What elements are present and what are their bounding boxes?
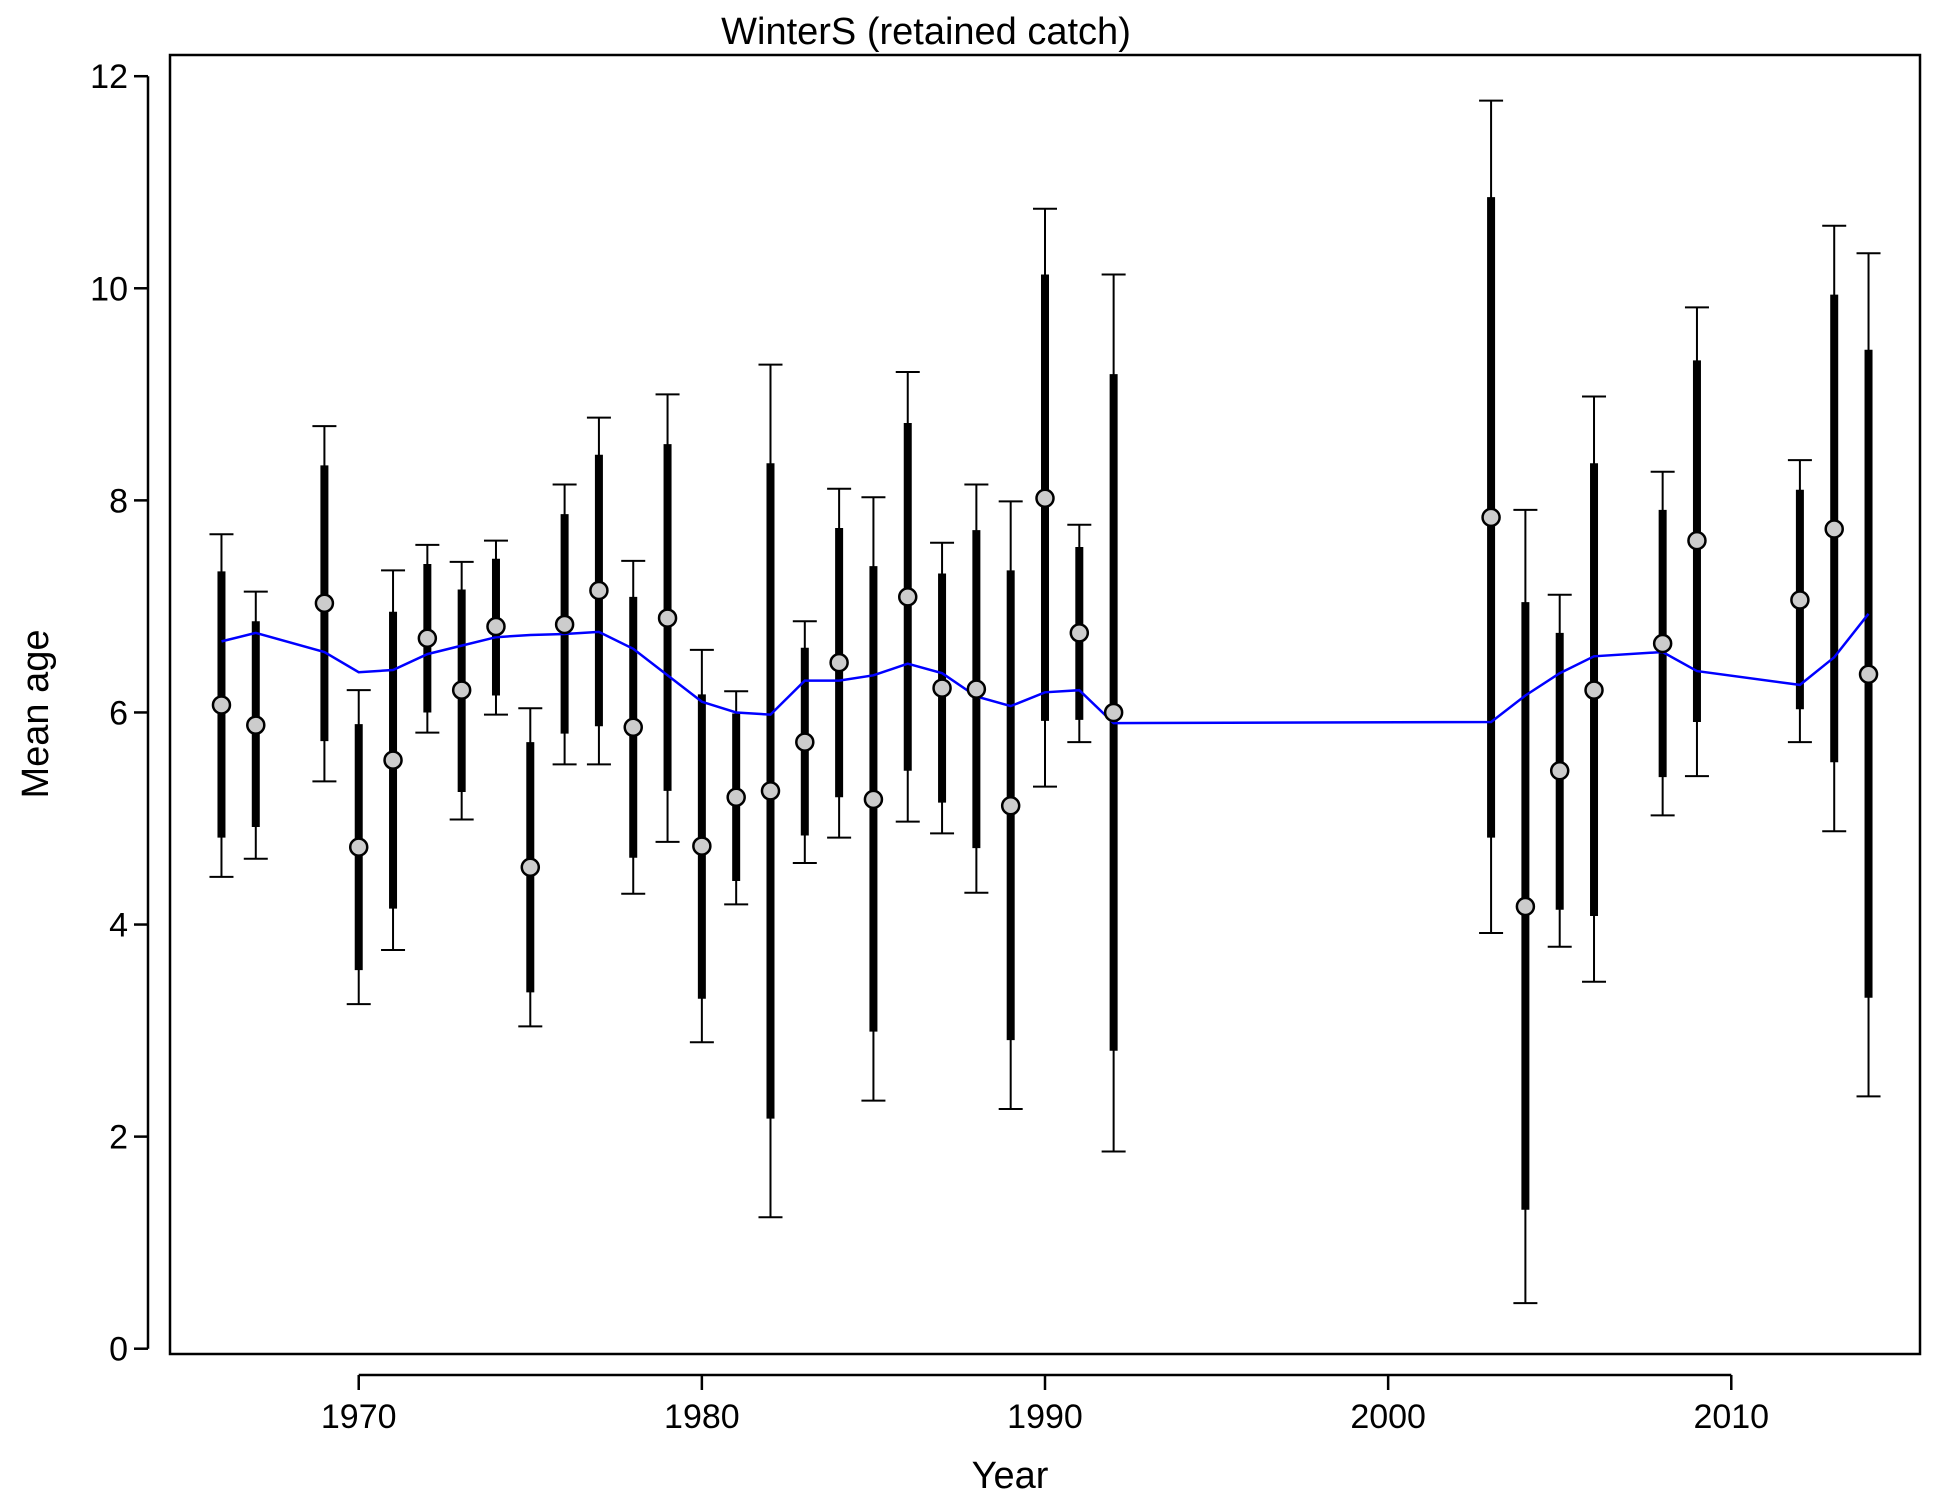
x-tick-label: 1970 — [321, 1398, 397, 1436]
observed-point — [1824, 519, 1844, 539]
x-tick-label: 2010 — [1693, 1398, 1769, 1436]
y-axis: 0 2 4 6 8 10 12 — [90, 58, 150, 1369]
observed-point — [897, 587, 918, 607]
observed-point — [348, 837, 369, 857]
y-tick-label: 8 — [109, 482, 128, 520]
observed-point — [623, 717, 643, 738]
observed-point — [211, 695, 232, 715]
x-tick-label: 1980 — [664, 1398, 740, 1436]
y-tick-label: 10 — [90, 270, 128, 308]
y-tick-label: 6 — [109, 694, 128, 732]
observed-point — [383, 750, 403, 770]
x-tick-label: 2000 — [1350, 1398, 1426, 1436]
y-tick-label: 12 — [90, 58, 128, 96]
observed-point — [451, 680, 472, 700]
observed-point — [1481, 507, 1501, 528]
observed-point — [554, 614, 575, 635]
observed-point — [932, 678, 952, 698]
observed-point — [1103, 702, 1124, 723]
observed-point — [1035, 488, 1055, 509]
observed-point — [417, 628, 438, 648]
observed-point — [246, 715, 266, 735]
observed-point — [1687, 530, 1707, 551]
y-tick-label: 2 — [109, 1119, 128, 1157]
plot-frame — [168, 53, 1922, 1356]
observed-point — [692, 836, 712, 856]
observed-point — [829, 652, 849, 673]
data-marks — [209, 99, 1881, 1305]
observed-point — [1790, 590, 1810, 610]
expected-mean-age-line — [221, 613, 1870, 725]
observed-point — [589, 580, 609, 601]
observed-point — [1584, 680, 1604, 700]
observed-point — [760, 781, 781, 801]
x-axis: 1970 1980 1990 2000 2010 — [321, 1373, 1769, 1436]
x-tick-label: 1990 — [1007, 1398, 1083, 1436]
y-tick-label: 0 — [109, 1331, 128, 1369]
observed-point — [863, 789, 884, 810]
y-axis-title: Mean age — [15, 629, 57, 798]
observed-point — [795, 732, 815, 752]
observed-point — [1858, 664, 1879, 685]
observed-point — [314, 593, 335, 613]
y-tick-label: 4 — [109, 907, 128, 945]
observed-point — [966, 679, 987, 699]
observed-point — [726, 787, 746, 808]
observed-point — [1652, 633, 1673, 654]
observed-point — [1515, 896, 1536, 917]
x-axis-title: Year — [972, 1455, 1049, 1497]
observed-point — [1000, 796, 1021, 816]
observed-point — [657, 608, 678, 628]
chart-title: WinterS (retained catch) — [721, 11, 1131, 53]
observed-point — [520, 857, 541, 878]
observed-point — [1549, 761, 1570, 781]
observed-point — [486, 616, 506, 637]
observed-point — [1069, 623, 1090, 643]
